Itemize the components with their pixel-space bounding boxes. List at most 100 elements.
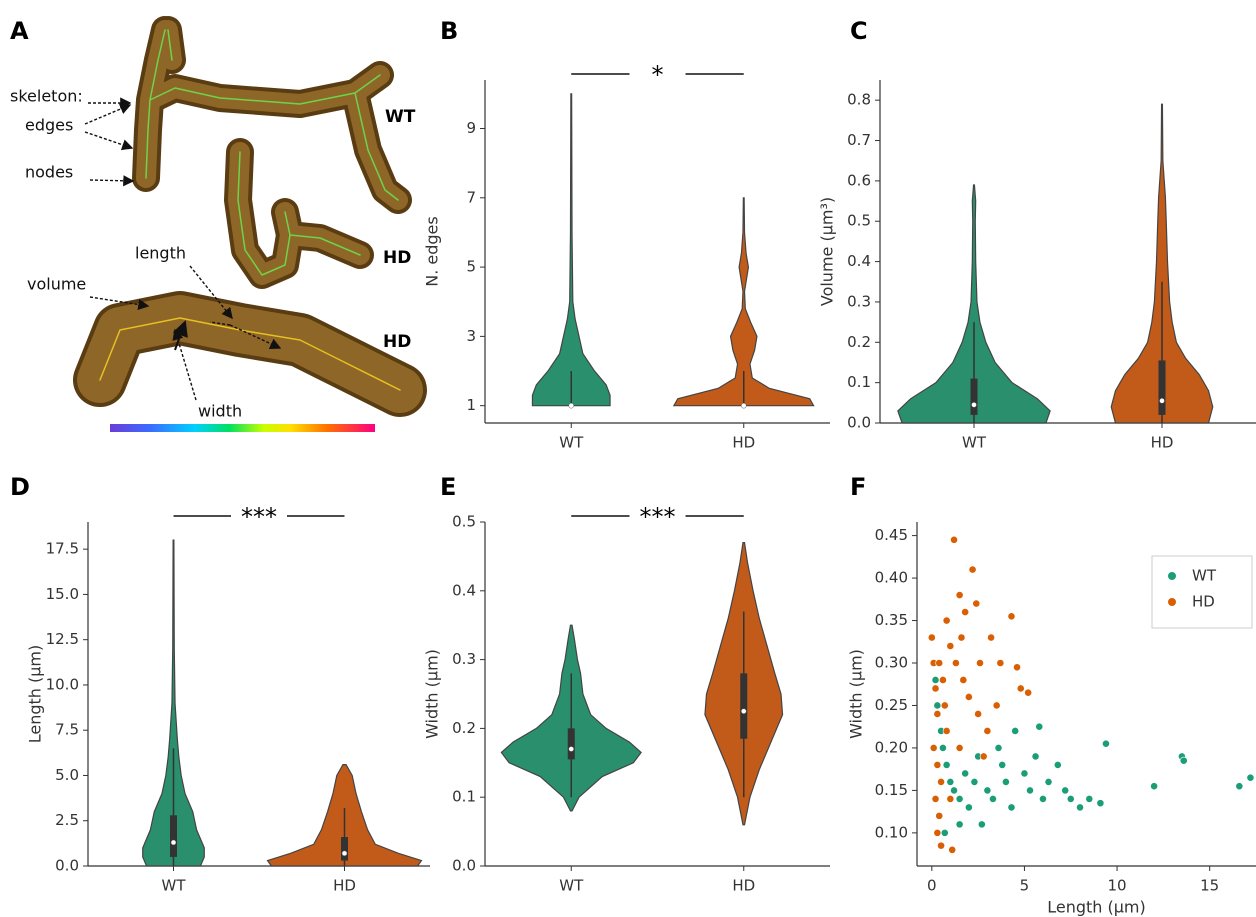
point [994,744,1003,752]
point [933,710,942,718]
median [741,402,747,409]
point [929,744,938,752]
y-tick-label: 0.4 [452,581,476,599]
panel-letter: D [10,473,30,501]
label: volume [27,275,86,294]
y-tick-label: 0.1 [452,788,476,806]
median [170,839,177,846]
y-tick-label: 0.5 [452,513,476,531]
legend [1151,555,1253,629]
y-tick-label: 0.2 [452,719,476,737]
point [1007,612,1016,621]
y-tick-label: 0.20 [875,738,908,756]
y-tick-label: 17.5 [46,540,79,558]
y-tick-label: 2.5 [55,811,79,829]
point [927,633,936,642]
violin [531,93,611,407]
point [1024,688,1033,697]
panel-letter: E [440,473,456,501]
y-tick-label: 0.40 [875,569,908,587]
point [964,803,973,812]
y-axis-label: N. edges [423,216,442,286]
point [983,786,992,795]
x-tick-label: WT [559,877,584,895]
x-tick-label: 10 [1108,877,1127,895]
x-tick-label: 0 [927,877,937,895]
y-tick-label: 7.5 [55,721,79,739]
y-tick-label: 0.7 [847,131,871,149]
point [1035,722,1044,731]
y-tick-label: 3 [466,327,476,345]
point [970,778,979,786]
point [1044,778,1053,786]
point [935,811,944,820]
point [931,684,940,693]
point [942,616,951,625]
legend-label: WT [1192,567,1217,585]
violin [1110,103,1214,424]
point [931,676,940,684]
y-tick-label: 0.15 [875,781,908,799]
median [971,402,977,408]
x-axis-label: Length (μm) [1047,898,1146,917]
point [998,761,1007,769]
y-tick-label: 9 [466,119,476,137]
y-tick-label: 0.2 [847,333,871,351]
point [1026,786,1034,795]
y-tick-label: 10.0 [46,675,79,693]
label: length [135,244,186,263]
label: nodes [25,163,73,182]
label: HD [383,332,411,352]
point [1053,761,1062,769]
box [740,673,748,739]
y-tick-label: 7 [466,188,476,206]
point [933,761,942,769]
x-tick-label: WT [962,434,987,452]
panel-letter: C [850,17,868,45]
point [1076,803,1084,812]
median [568,746,574,752]
point [976,659,984,667]
point [961,608,970,616]
x-tick-label: WT [162,877,187,895]
violin [672,197,815,407]
x-tick-label: HD [1151,434,1174,452]
y-tick-label: 12.5 [46,630,79,648]
point [1007,803,1016,812]
box [567,728,575,760]
point [933,828,942,837]
y-axis-label: Width (μm) [847,649,866,739]
point [1031,752,1040,761]
point [1011,727,1020,735]
point [977,820,986,829]
box [341,837,348,861]
x-tick-label: WT [559,434,584,452]
label: edges [25,116,73,135]
panel-letter: A [10,17,29,45]
y-tick-label: 0.35 [875,611,908,629]
point [955,591,964,599]
y-tick-label: 0.30 [875,653,908,671]
point [955,744,964,752]
point [964,693,973,701]
point [940,701,949,710]
point [933,701,942,710]
significance: *** [241,503,277,531]
point [939,676,947,684]
y-tick-label: 0.0 [847,414,871,432]
y-tick-label: 0.3 [847,292,871,310]
point [950,535,958,544]
y-tick-label: 0.6 [847,171,871,189]
point [937,841,945,850]
point [1013,663,1021,672]
point [957,633,966,642]
point [974,710,983,718]
point [972,599,981,608]
panel-letter: F [850,473,866,501]
point [1066,794,1075,803]
x-tick-label: 5 [1020,877,1030,895]
point [983,727,992,735]
violin [897,184,1051,424]
point [989,794,997,803]
legend-marker [1168,598,1176,606]
